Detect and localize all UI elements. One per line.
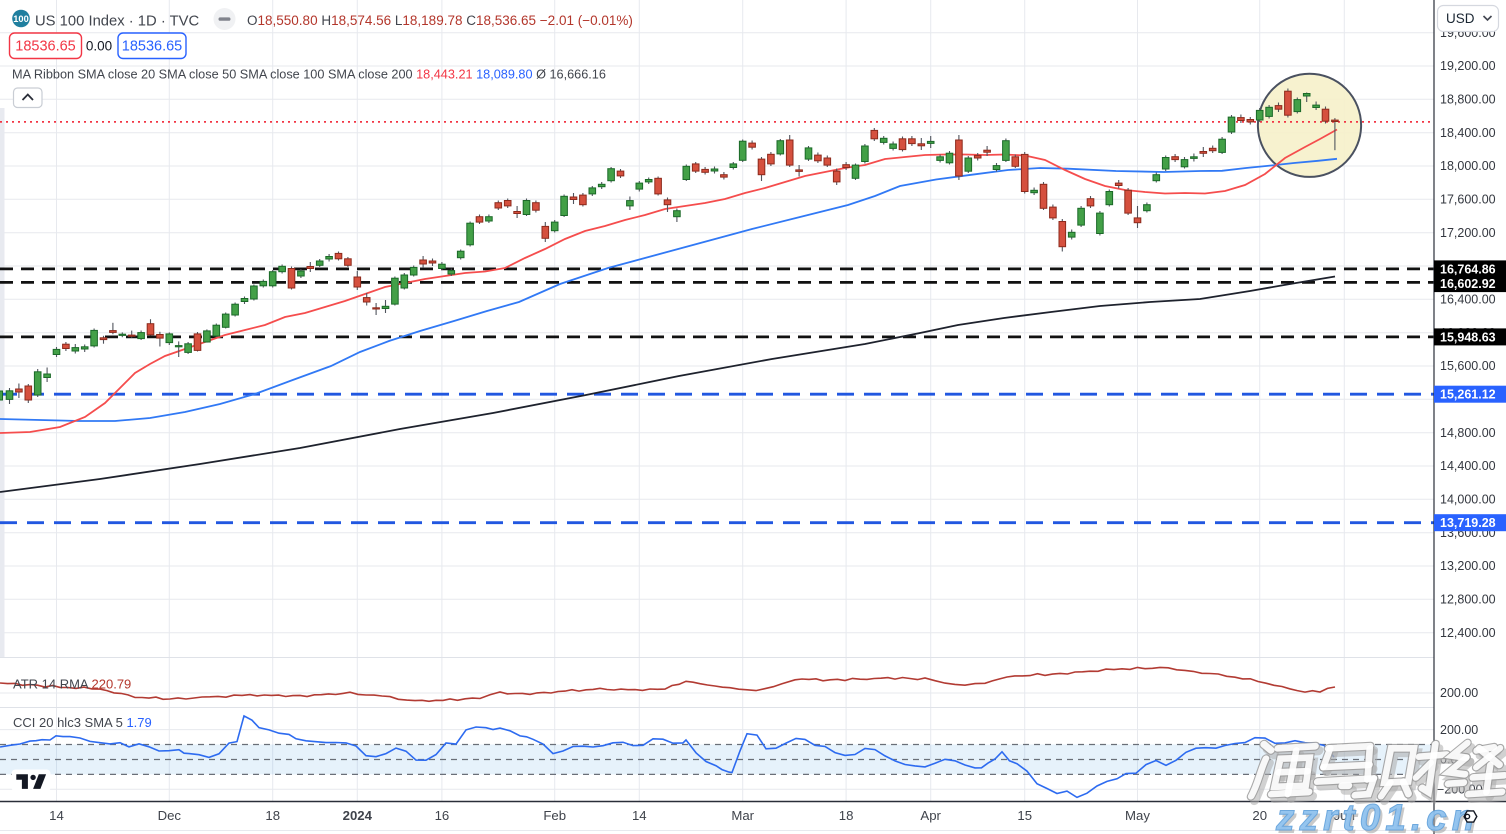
svg-text:14,000.00: 14,000.00 <box>1440 493 1496 507</box>
svg-text:15,261.12: 15,261.12 <box>1440 388 1496 402</box>
svg-text:200.00: 200.00 <box>1440 723 1478 737</box>
svg-text:12,400.00: 12,400.00 <box>1440 626 1496 640</box>
svg-text:Mar: Mar <box>731 808 754 823</box>
svg-text:18,400.00: 18,400.00 <box>1440 126 1496 140</box>
svg-text:14,800.00: 14,800.00 <box>1440 426 1496 440</box>
svg-text:18: 18 <box>265 808 280 823</box>
svg-text:18: 18 <box>839 808 854 823</box>
svg-text:O18,550.80 H18,574.56 L18,189.: O18,550.80 H18,574.56 L18,189.78 C18,536… <box>247 13 633 28</box>
svg-text:15,600.00: 15,600.00 <box>1440 359 1496 373</box>
svg-text:14: 14 <box>49 808 64 823</box>
svg-text:2024: 2024 <box>343 808 373 823</box>
svg-text:Apr: Apr <box>920 808 941 823</box>
svg-text:13,719.28: 13,719.28 <box>1440 516 1496 530</box>
svg-text:18536.65: 18536.65 <box>122 39 182 55</box>
svg-text:15,948.63: 15,948.63 <box>1440 330 1496 344</box>
svg-text:zzrt01.cn: zzrt01.cn <box>1278 800 1482 834</box>
svg-text:14: 14 <box>632 808 647 823</box>
svg-text:USD: USD <box>1446 11 1475 26</box>
svg-text:200.00: 200.00 <box>1440 686 1478 700</box>
svg-text:19,200.00: 19,200.00 <box>1440 59 1496 73</box>
svg-text:16,400.00: 16,400.00 <box>1440 293 1496 307</box>
svg-text:17,200.00: 17,200.00 <box>1440 226 1496 240</box>
svg-text:16,764.86: 16,764.86 <box>1440 262 1496 276</box>
svg-text:MA Ribbon SMA close 20 SMA clo: MA Ribbon SMA close 20 SMA close 50 SMA … <box>12 68 606 82</box>
svg-text:Feb: Feb <box>543 808 566 823</box>
svg-text:15: 15 <box>1017 808 1032 823</box>
svg-text:17,600.00: 17,600.00 <box>1440 193 1496 207</box>
svg-text:18,000.00: 18,000.00 <box>1440 159 1496 173</box>
svg-text:0.00: 0.00 <box>86 39 112 54</box>
svg-text:CCI 20 hlc3 SMA 5 1.79: CCI 20 hlc3 SMA 5 1.79 <box>13 715 152 730</box>
svg-text:20: 20 <box>1252 808 1267 823</box>
svg-text:zzrt01.cn: zzrt01.cn <box>1275 797 1479 834</box>
svg-text:14,400.00: 14,400.00 <box>1440 459 1496 473</box>
svg-text:16,602.92: 16,602.92 <box>1440 277 1496 291</box>
svg-text:13,200.00: 13,200.00 <box>1440 559 1496 573</box>
svg-text:16: 16 <box>435 808 450 823</box>
svg-text:Dec: Dec <box>158 808 182 823</box>
svg-text:US 100 Index · 1D · TVC: US 100 Index · 1D · TVC <box>35 13 200 29</box>
svg-text:May: May <box>1125 808 1150 823</box>
svg-text:18536.65: 18536.65 <box>15 39 75 55</box>
svg-text:Jun: Jun <box>1334 808 1355 823</box>
svg-text:100: 100 <box>13 14 29 24</box>
svg-text:12,800.00: 12,800.00 <box>1440 593 1496 607</box>
svg-text:18,800.00: 18,800.00 <box>1440 93 1496 107</box>
svg-text:ATR 14 RMA 220.79: ATR 14 RMA 220.79 <box>13 677 131 692</box>
